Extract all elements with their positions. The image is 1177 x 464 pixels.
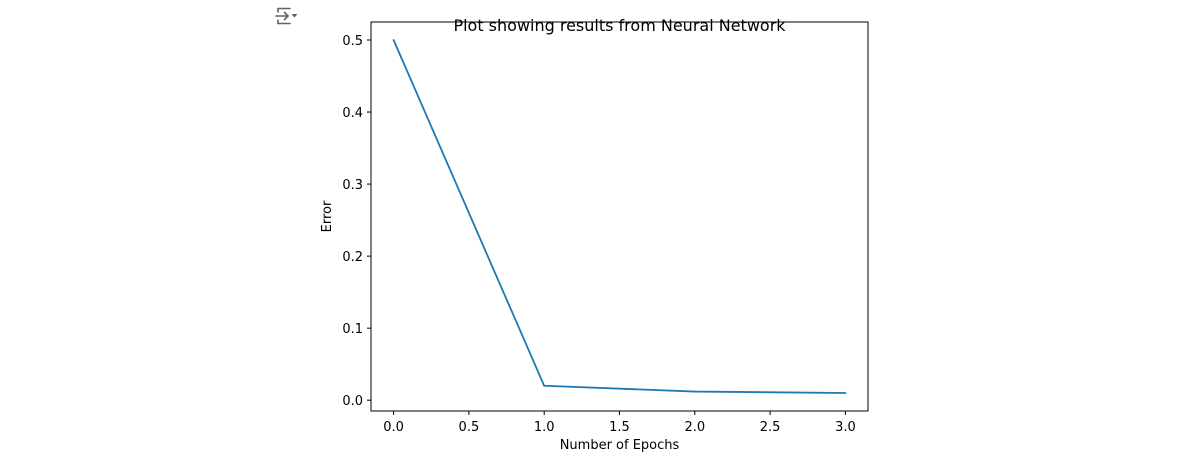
x-tick-label: 3.0 [835,420,856,435]
y-tick-label: 0.1 [342,322,363,337]
y-tick-label: 0.4 [342,106,363,121]
x-tick-label: 1.5 [609,420,630,435]
y-tick-label: 0.3 [342,178,363,193]
y-axis-label: Error [320,200,335,232]
x-tick-label: 0.5 [459,420,480,435]
y-tick-label: 0.2 [342,250,363,265]
x-axis: 0.0 0.5 1.0 1.5 2.0 2.5 3.0 [383,411,856,435]
x-tick-label: 1.0 [534,420,555,435]
plot-area [370,21,869,412]
output-toggle-button[interactable] [274,4,300,28]
x-axis-label: Number of Epochs [560,438,680,453]
data-point [693,390,696,393]
series-line [392,39,846,394]
x-tick-label: 2.0 [684,420,705,435]
y-tick-label: 0.0 [342,394,363,409]
data-point [543,384,546,387]
y-axis: 0.0 0.1 0.2 0.3 0.4 0.5 [342,34,371,409]
x-tick-label: 2.5 [760,420,781,435]
y-tick-label: 0.5 [342,34,363,49]
x-tick-label: 0.0 [383,420,404,435]
data-point [392,39,395,41]
series-group [392,39,847,394]
data-point [844,392,847,394]
output-toggle-icon [275,7,298,25]
chart-title: Plot showing results from Neural Network [453,16,786,35]
